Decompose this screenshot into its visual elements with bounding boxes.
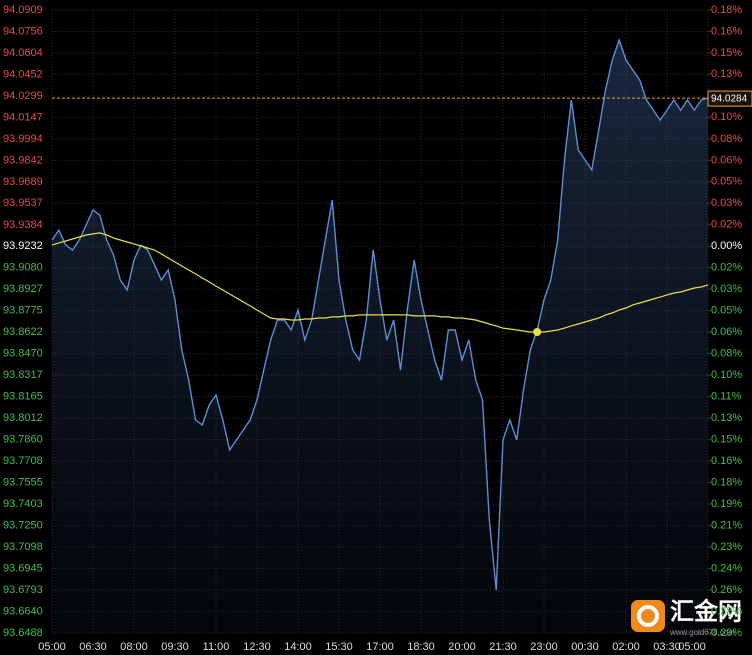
y-tick-label: 93.9080 bbox=[3, 262, 43, 274]
y-tick-label: 94.0604 bbox=[3, 47, 43, 59]
y-tick-label: 93.7860 bbox=[3, 434, 43, 446]
x-tick-label: 12:30 bbox=[243, 641, 271, 653]
y2-tick-label: 0.06% bbox=[711, 154, 742, 166]
y-tick-label: 93.7708 bbox=[3, 455, 43, 467]
x-tick-label: 00:30 bbox=[571, 641, 599, 653]
y2-tick-label: 0.13% bbox=[711, 412, 742, 424]
x-tick-label: 05:00 bbox=[678, 641, 706, 653]
y-tick-label: 93.9384 bbox=[3, 219, 43, 231]
watermark-url: www.gold678.com bbox=[669, 628, 735, 637]
y2-tick-label: 0.08% bbox=[711, 133, 742, 145]
y-tick-label: 93.6793 bbox=[3, 584, 43, 596]
y2-tick-label: 0.18% bbox=[711, 4, 742, 16]
y2-tick-label: 0.02% bbox=[711, 262, 742, 274]
y-tick-label: 93.6640 bbox=[3, 605, 43, 617]
y-tick-label: 94.0756 bbox=[3, 25, 43, 37]
y2-tick-label: 0.02% bbox=[711, 219, 742, 231]
y-tick-label: 93.8927 bbox=[3, 283, 43, 295]
y-tick-label: 93.9689 bbox=[3, 176, 43, 188]
y2-tick-label: 0.24% bbox=[711, 562, 742, 574]
y-tick-label: 93.7403 bbox=[3, 498, 43, 510]
y2-tick-label: 0.06% bbox=[711, 326, 742, 338]
y-tick-label: 93.8775 bbox=[3, 305, 43, 317]
average-line bbox=[51, 232, 709, 333]
y2-tick-label: 0.05% bbox=[711, 176, 742, 188]
y-tick-label: 94.0909 bbox=[3, 4, 43, 16]
current-price-box bbox=[707, 90, 752, 107]
x-tick-label: 08:00 bbox=[120, 641, 148, 653]
y2-tick-label: 0.08% bbox=[711, 348, 742, 360]
x-tick-label: 03:30 bbox=[653, 641, 681, 653]
y2-tick-label: 0.10% bbox=[711, 111, 742, 123]
x-tick-label: 14:00 bbox=[284, 641, 312, 653]
area bbox=[52, 40, 708, 633]
x-tick-label: 06:30 bbox=[79, 641, 107, 653]
price-line bbox=[51, 37, 709, 591]
current-price-label: 94.0284 bbox=[711, 94, 748, 105]
y-tick-label: 93.8165 bbox=[3, 391, 43, 403]
x-tick-label: 02:00 bbox=[612, 641, 640, 653]
logo bbox=[631, 600, 665, 632]
x-tick-label: 20:00 bbox=[448, 641, 476, 653]
plot bbox=[51, 37, 709, 633]
y2-tick-label: 0.13% bbox=[711, 68, 742, 80]
watermark-name: 汇金网 bbox=[670, 597, 742, 625]
x-tick-label: 21:30 bbox=[489, 641, 517, 653]
y-tick-label: 93.7098 bbox=[3, 541, 43, 553]
y2-tick-label: 0.11% bbox=[711, 391, 742, 403]
x-tick-label: 15:30 bbox=[325, 641, 353, 653]
y2-tick-label: 0.03% bbox=[711, 197, 742, 209]
y-tick-label: 93.6488 bbox=[3, 627, 43, 639]
y2-tick-label: 0.19% bbox=[711, 498, 742, 510]
y2-tick-label: 0.15% bbox=[711, 47, 742, 59]
y2-tick-label: 0.05% bbox=[711, 305, 742, 317]
y-tick-label: 94.0299 bbox=[3, 90, 43, 102]
y-tick-label: 94.0147 bbox=[3, 111, 43, 123]
y2-tick-label: 0.18% bbox=[711, 476, 742, 488]
y2-tick-label: 0.15% bbox=[711, 434, 742, 446]
x-tick-label: 23:00 bbox=[530, 641, 558, 653]
y-tick-label: 93.8622 bbox=[3, 326, 43, 338]
x-tick-label: 17:00 bbox=[366, 641, 394, 653]
watermark: 汇金网 www.gold678.com bbox=[631, 597, 742, 637]
x-tick-label: 05:00 bbox=[38, 641, 66, 653]
y-tick-label: 93.9232 bbox=[3, 240, 43, 252]
y-tick-label: 94.0452 bbox=[3, 68, 43, 80]
y2-tick-label: 0.10% bbox=[711, 369, 742, 381]
y2-tick-label: 0.16% bbox=[711, 455, 742, 467]
y-tick-label: 93.9537 bbox=[3, 197, 43, 209]
y-tick-label: 93.8317 bbox=[3, 369, 43, 381]
x-tick-label: 09:30 bbox=[161, 641, 189, 653]
y2-tick-label: 0.03% bbox=[711, 283, 742, 295]
y2-tick-label: 0.29% bbox=[711, 627, 742, 639]
y-tick-label: 93.9842 bbox=[3, 154, 43, 166]
x-tick-label: 11:00 bbox=[203, 641, 230, 653]
y2-tick-label: 0.26% bbox=[711, 584, 742, 596]
y2-tick-label: 0.00% bbox=[711, 240, 742, 252]
y2-tick-label: 0.28% bbox=[711, 605, 742, 617]
y2-tick-label: 0.23% bbox=[711, 541, 742, 553]
logo-icon bbox=[637, 605, 659, 627]
y-tick-label: 93.8470 bbox=[3, 348, 43, 360]
y2-tick-label: 0.16% bbox=[711, 25, 742, 37]
y-tick-label: 93.7555 bbox=[3, 477, 43, 489]
y-tick-label: 93.8012 bbox=[3, 412, 43, 424]
x-tick-label: 18:30 bbox=[407, 641, 435, 653]
y-tick-label: 93.7250 bbox=[3, 520, 43, 532]
y2-tick-label: 0.21% bbox=[711, 519, 742, 531]
y-tick-label: 93.9994 bbox=[3, 133, 43, 145]
y-tick-label: 93.6945 bbox=[3, 563, 43, 575]
average-marker bbox=[533, 327, 542, 336]
